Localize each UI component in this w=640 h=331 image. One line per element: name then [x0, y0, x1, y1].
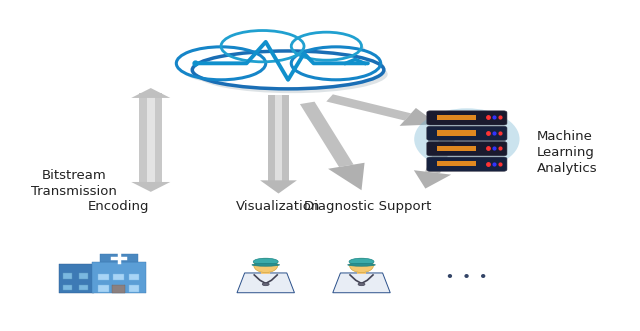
FancyBboxPatch shape [79, 285, 88, 290]
FancyBboxPatch shape [98, 285, 109, 292]
Ellipse shape [348, 263, 375, 266]
Polygon shape [237, 273, 294, 293]
Polygon shape [333, 273, 390, 293]
FancyBboxPatch shape [113, 285, 124, 292]
FancyBboxPatch shape [427, 157, 507, 171]
Ellipse shape [358, 283, 365, 286]
Ellipse shape [349, 258, 374, 265]
Ellipse shape [349, 259, 373, 272]
FancyBboxPatch shape [113, 285, 125, 293]
Ellipse shape [254, 259, 278, 272]
FancyBboxPatch shape [63, 273, 72, 279]
FancyBboxPatch shape [427, 111, 507, 125]
FancyBboxPatch shape [140, 93, 163, 184]
Ellipse shape [176, 47, 266, 80]
Text: •  •  •: • • • [446, 271, 488, 284]
Ellipse shape [414, 108, 520, 170]
Polygon shape [260, 180, 297, 194]
FancyBboxPatch shape [59, 263, 95, 293]
FancyBboxPatch shape [427, 126, 507, 140]
FancyBboxPatch shape [261, 270, 270, 273]
FancyBboxPatch shape [268, 95, 289, 181]
Polygon shape [326, 94, 411, 120]
Ellipse shape [221, 30, 304, 62]
FancyBboxPatch shape [437, 146, 476, 151]
Polygon shape [300, 102, 354, 167]
Text: Machine
Learning
Analytics: Machine Learning Analytics [537, 130, 598, 175]
FancyBboxPatch shape [63, 285, 72, 290]
Text: Bitstream
Transmission: Bitstream Transmission [31, 169, 117, 198]
Polygon shape [131, 182, 170, 192]
Ellipse shape [295, 37, 365, 65]
FancyBboxPatch shape [147, 93, 155, 184]
Ellipse shape [225, 35, 308, 67]
FancyBboxPatch shape [113, 274, 124, 280]
FancyBboxPatch shape [129, 274, 140, 280]
Ellipse shape [295, 52, 385, 83]
Polygon shape [414, 170, 451, 189]
FancyBboxPatch shape [92, 262, 146, 293]
Ellipse shape [192, 51, 384, 89]
Polygon shape [399, 108, 438, 126]
FancyBboxPatch shape [79, 273, 88, 279]
FancyBboxPatch shape [357, 270, 366, 273]
FancyBboxPatch shape [129, 285, 140, 292]
FancyBboxPatch shape [437, 161, 476, 166]
Text: Diagnostic Support: Diagnostic Support [304, 200, 431, 213]
Ellipse shape [262, 283, 269, 286]
Text: Visualization: Visualization [236, 200, 321, 213]
Polygon shape [328, 163, 365, 190]
Polygon shape [131, 88, 170, 98]
Ellipse shape [180, 52, 269, 83]
FancyBboxPatch shape [437, 130, 476, 135]
Ellipse shape [196, 55, 388, 93]
FancyBboxPatch shape [98, 274, 109, 280]
Ellipse shape [253, 258, 278, 265]
FancyBboxPatch shape [437, 115, 476, 120]
Ellipse shape [291, 32, 362, 60]
FancyBboxPatch shape [100, 254, 138, 262]
Ellipse shape [291, 47, 381, 80]
Ellipse shape [252, 263, 280, 266]
FancyBboxPatch shape [275, 95, 282, 181]
Text: Encoding: Encoding [88, 200, 150, 213]
Polygon shape [425, 130, 458, 173]
FancyBboxPatch shape [427, 142, 507, 156]
